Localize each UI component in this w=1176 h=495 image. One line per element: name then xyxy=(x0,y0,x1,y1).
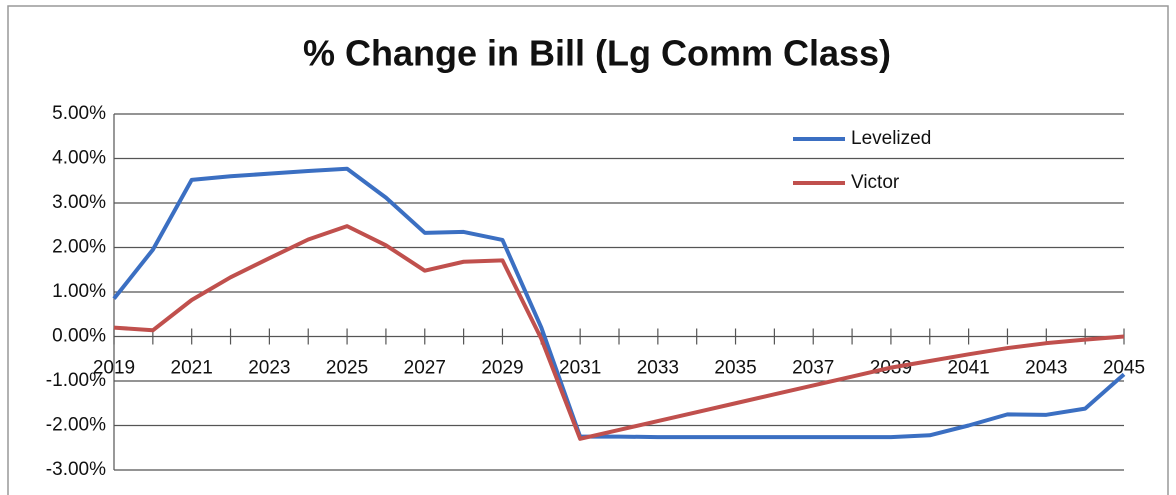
x-tick-label: 2029 xyxy=(481,358,523,379)
y-tick-label: -1.00% xyxy=(46,370,106,391)
x-tick-label: 2025 xyxy=(326,358,368,379)
x-tick-label: 2031 xyxy=(559,358,601,379)
y-tick-label: -2.00% xyxy=(46,415,106,436)
x-tick-label: 2035 xyxy=(714,358,756,379)
x-tick-label: 2043 xyxy=(1025,358,1067,379)
chart-frame xyxy=(7,5,1169,495)
x-tick-label: 2019 xyxy=(93,358,135,379)
x-tick-label: 2045 xyxy=(1103,358,1145,379)
x-tick-label: 2033 xyxy=(637,358,679,379)
y-tick-label: 3.00% xyxy=(52,192,106,213)
y-tick-label: 5.00% xyxy=(52,103,106,124)
data-line xyxy=(113,224,1125,441)
x-tick-label: 2023 xyxy=(248,358,290,379)
chart-title: % Change in Bill (Lg Comm Class) xyxy=(303,33,891,74)
y-tick-label: 2.00% xyxy=(52,237,106,258)
y-tick-label: 1.00% xyxy=(52,281,106,302)
legend-label: Levelized xyxy=(851,128,931,149)
data-line xyxy=(112,166,1126,440)
x-tick-label: 2027 xyxy=(404,358,446,379)
x-tick-label: 2037 xyxy=(792,358,834,379)
y-tick-label: 0.00% xyxy=(52,326,106,347)
legend-label: Victor xyxy=(851,172,900,193)
x-tick-label: 2021 xyxy=(171,358,213,379)
y-tick-label: 4.00% xyxy=(52,148,106,169)
y-tick-label: -3.00% xyxy=(46,459,106,480)
x-tick-label: 2041 xyxy=(947,358,989,379)
